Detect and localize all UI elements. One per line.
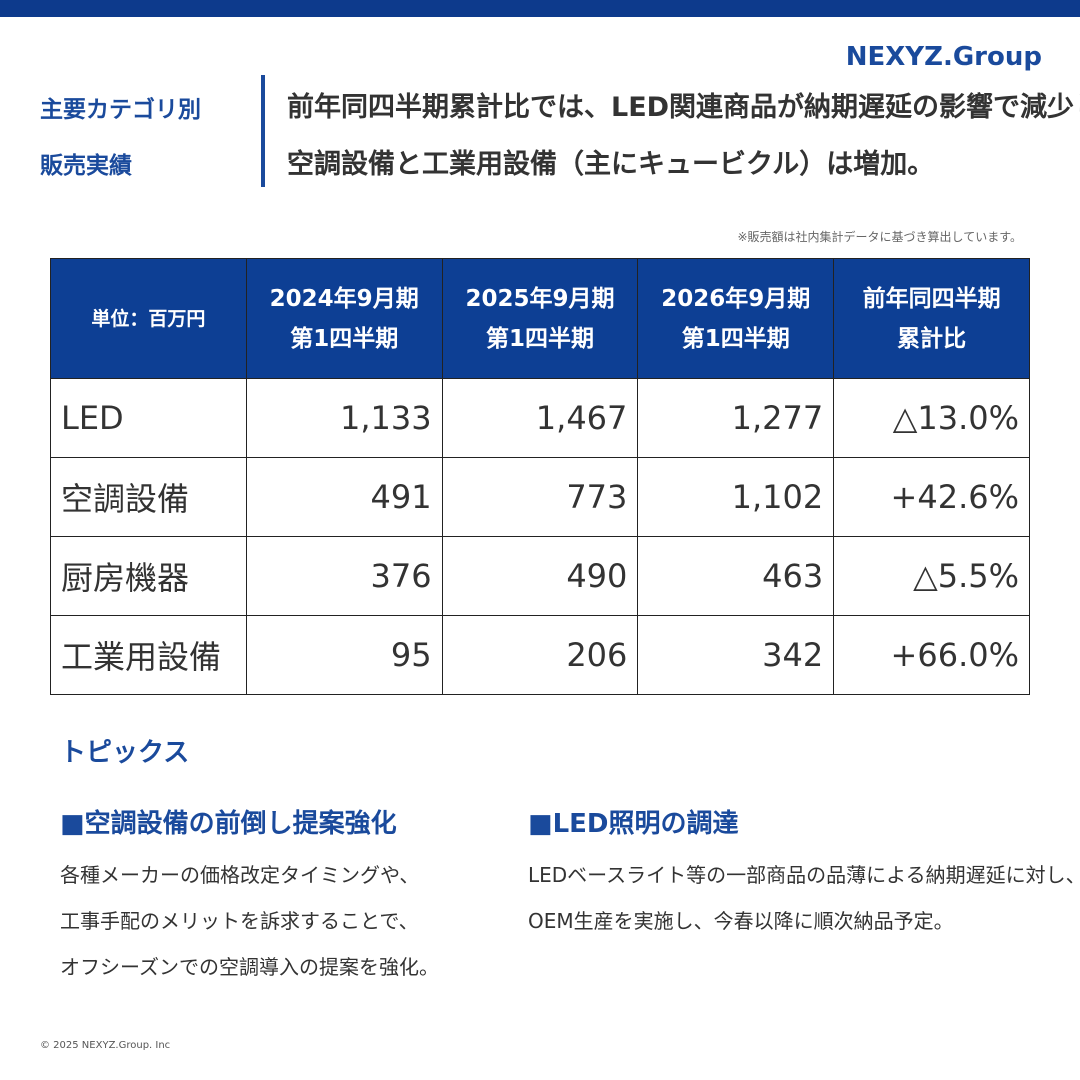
footer: © 2025 NEXYZ.Group. Inc [40, 1040, 171, 1051]
header-text: 第1四半期 [290, 325, 399, 352]
value-cell: 206 [441, 615, 639, 695]
header-text: 第1四半期 [485, 325, 594, 352]
sales-table: 単位：百万円 2024年9月期 第1四半期 2025年9月期 第1四半期 2026年9月期… [50, 258, 1030, 695]
category-cell: 工業用設備 [50, 615, 247, 695]
header-text: 第1四半期 [681, 325, 790, 352]
section-label: 主要カテゴリ別 [40, 97, 201, 123]
divider [261, 75, 265, 187]
header-cell: 2024年9月期 第1四半期 [245, 258, 443, 379]
value-cell: +42.6% [833, 457, 1030, 537]
header-text: 2024年9月期 [269, 285, 419, 312]
table-row: 厨房機器 376 490 463 △5.5% [50, 536, 1030, 616]
value-cell: 1,467 [441, 378, 639, 458]
header-cell: 単位：百万円 [50, 258, 247, 379]
value-cell: 1,133 [245, 378, 443, 458]
value-cell: 491 [245, 457, 443, 537]
value-cell: 1,277 [637, 378, 835, 458]
header-cell: 2026年9月期 第1四半期 [637, 258, 835, 379]
value-cell: 376 [245, 536, 443, 616]
value-cell: △13.0% [833, 378, 1030, 458]
headline: 前年同四半期累計比では、LED関連商品が納期遅延の影響で減少した一方、 [287, 92, 1080, 123]
category-cell: 空調設備 [50, 457, 247, 537]
topic-text: LEDベースライト等の一部商品の品薄による納期遅延に対し、 [528, 863, 1080, 887]
topic-text: 各種メーカーの価格改定タイミングや、 [60, 863, 420, 887]
value-cell: 463 [637, 536, 835, 616]
topic-text: 工事手配のメリットを訴求することで、 [60, 909, 419, 933]
header-text: 単位：百万円 [91, 307, 206, 330]
topic-title: ■LED照明の調達 [528, 809, 739, 839]
category-cell: 厨房機器 [50, 536, 247, 616]
note: ※販売額は社内集計データに基づき算出しています。 [737, 230, 1023, 244]
table-row: 空調設備 491 773 1,102 +42.6% [50, 457, 1030, 537]
header-text: 2026年9月期 [661, 285, 811, 312]
section-label: 販売実績 [40, 153, 132, 179]
header-text: 2025年9月期 [465, 285, 615, 312]
category-cell: LED [50, 378, 247, 458]
header-text: 前年同四半期 [862, 285, 1001, 312]
value-cell: 773 [441, 457, 639, 537]
table-row: LED 1,133 1,467 1,277 △13.0% [50, 378, 1030, 458]
value-cell: 342 [637, 615, 835, 695]
topic-title: ■空調設備の前倒し提案強化 [60, 809, 397, 839]
header-text: 累計比 [897, 325, 967, 352]
value-cell: 95 [245, 615, 443, 695]
table-row: 工業用設備 95 206 342 +66.0% [50, 615, 1030, 695]
value-cell: +66.0% [833, 615, 1030, 695]
headline: 空調設備と工業用設備（主にキュービクル）は増加。 [287, 149, 935, 180]
topics-title: トピックス [60, 738, 190, 768]
header-cell: 2025年9月期 第1四半期 [441, 258, 639, 379]
header-cell: 前年同四半期 累計比 [833, 258, 1030, 379]
topic-text: OEM生産を実施し、今春以降に順次納品予定。 [528, 909, 954, 933]
value-cell: 490 [441, 536, 639, 616]
brand: NEXYZ.Group [845, 42, 1042, 72]
value-cell: △5.5% [833, 536, 1030, 616]
value-cell: 1,102 [637, 457, 835, 537]
top-bar [0, 0, 1080, 17]
topic-text: オフシーズンでの空調導入の提案を強化。 [60, 955, 439, 979]
